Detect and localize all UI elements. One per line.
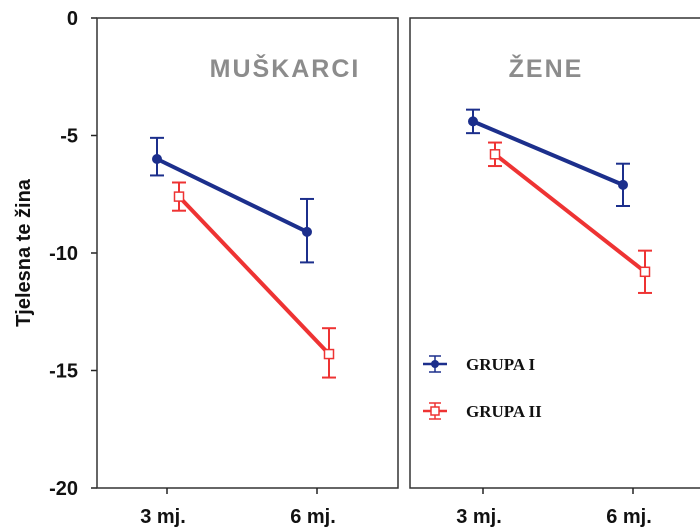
x-tick-label-1-1: 6 mj. [606,506,652,528]
data-point-1-0-0 [468,116,478,127]
series-1-0 [466,108,630,207]
series-line-1-1 [493,152,647,274]
series-0-0 [150,136,314,264]
y-tick-label-0: 0 [67,8,78,30]
data-point-0-0-1 [302,226,312,237]
y-tick-label-2: -10 [49,243,78,265]
y-tick-label-4: -20 [49,478,78,500]
data-point-1-1-1 [639,266,651,278]
panel-1: ŽENE 3 mj. 6 mj. [409,17,700,528]
series-0-1 [172,181,336,379]
x-tick-label-0-1: 6 mj. [290,506,336,528]
y-tick-label-1: -5 [60,126,78,148]
panel-0: MUŠKARCI 3 mj. 6 mj. [96,17,399,528]
legend-entry-1: GRUPA II [423,402,542,421]
chart-plot-area: 0 -5 -10 -15 -20 MUŠKARCI 3 mj. 6 mj. ŽENE 3 mj. 6… [49,8,700,528]
legend-marker [431,360,439,368]
data-point-0-1-1 [323,348,335,360]
panel-title-0: MUŠKARCI [210,53,361,83]
data-point-0-0-0 [152,154,162,164]
data-point-1-0-1 [618,179,628,190]
panel-frame-1 [409,17,700,489]
series-line-0-0 [156,157,308,234]
series-line-1-0 [472,119,624,187]
panel-title-1: ŽENE [509,53,584,83]
legend-label-0: GRUPA I [466,355,535,374]
data-point-0-1-0 [173,191,185,202]
legend-marker [430,406,440,416]
legend-entry-0: GRUPA I [423,355,535,374]
x-tick-label-0-0: 3 mj. [140,506,186,528]
legend: GRUPA I GRUPA II [423,355,542,421]
x-tick-label-1-0: 3 mj. [456,506,502,528]
legend-label-1: GRUPA II [466,402,542,421]
series-line-0-1 [177,195,331,356]
panel-frame-0 [96,17,399,489]
y-axis-label: Tjelesna te žina [13,178,35,327]
series-1-1 [488,141,652,294]
y-tick-label-3: -15 [49,361,78,383]
data-point-1-1-0 [489,149,501,160]
